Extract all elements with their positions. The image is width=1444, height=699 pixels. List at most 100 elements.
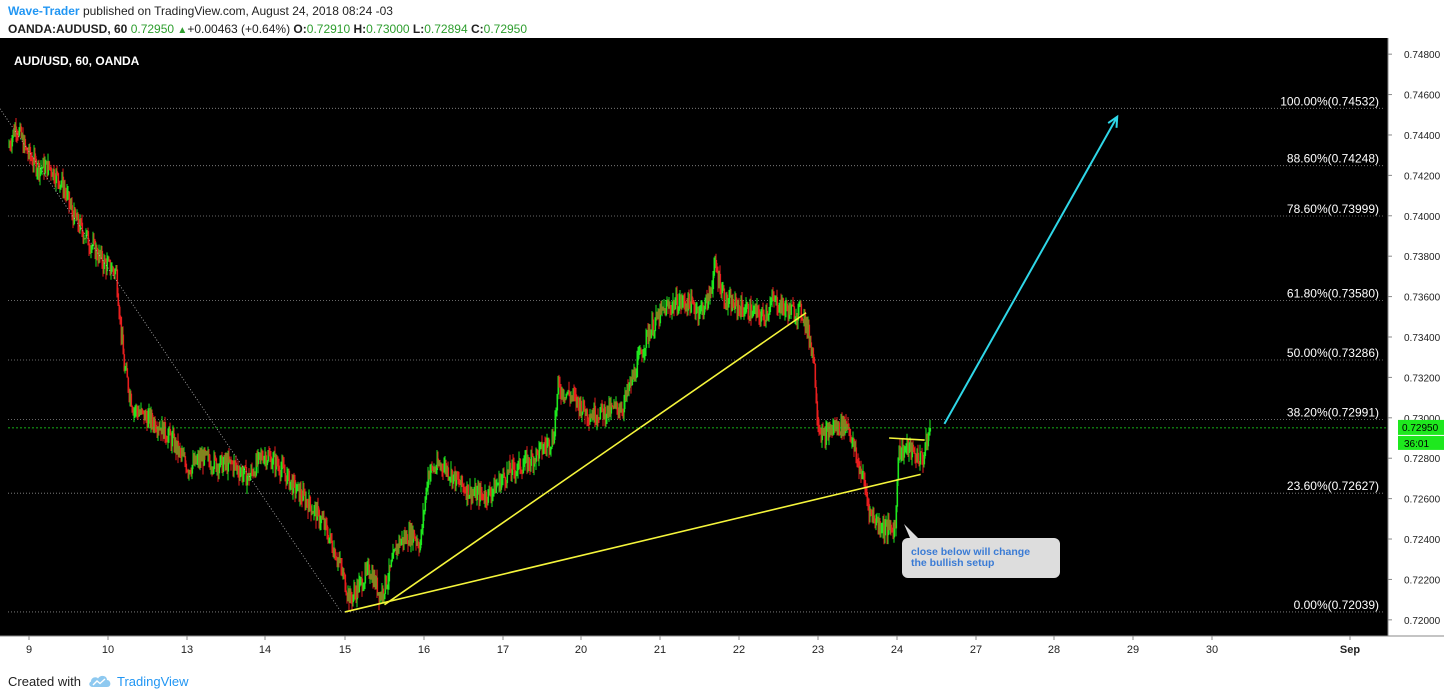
- candle-body: [448, 477, 451, 479]
- price-chart[interactable]: 100.00%(0.74532) 88.60%(0.74248) 78.60%(0.…: [0, 38, 1444, 664]
- author-link[interactable]: Wave-Trader: [8, 4, 80, 18]
- price-change: +0.00463 (+0.64%): [187, 22, 291, 36]
- candle-body: [181, 453, 184, 455]
- low-value: 0.72894: [424, 22, 468, 36]
- candle-body: [576, 397, 579, 405]
- candle-body: [407, 544, 410, 546]
- candle-body: [65, 192, 68, 197]
- candle-body: [272, 456, 275, 465]
- candle-body: [838, 422, 841, 433]
- tradingview-link[interactable]: TradingView: [117, 674, 189, 689]
- candle-body: [926, 436, 929, 447]
- candle-body: [337, 558, 340, 563]
- candle-body: [804, 314, 807, 329]
- candle-body: [929, 428, 932, 432]
- candle-body: [163, 422, 166, 439]
- candle-body: [136, 406, 139, 412]
- time-axis[interactable]: 9 10 13 14 15 16 17 20 21 22 23 24 27 28 29 30 Sep: [0, 635, 1444, 664]
- time-tick-label: 16: [418, 644, 430, 656]
- candle-body: [282, 462, 285, 467]
- candle-body: [617, 407, 620, 414]
- candle-body: [259, 453, 262, 456]
- last-price-tag-label: 0.72950: [1402, 423, 1439, 434]
- candle-body: [278, 465, 281, 473]
- candle-body: [113, 270, 116, 275]
- candle-body: [232, 463, 235, 471]
- candle-body: [591, 414, 594, 418]
- candle-body: [255, 457, 258, 476]
- time-tick-label: 14: [259, 644, 271, 656]
- candle-body: [597, 417, 600, 419]
- candle-body: [325, 520, 328, 526]
- candle-body: [99, 251, 102, 257]
- candle-body: [36, 171, 39, 174]
- candle-body: [516, 470, 519, 473]
- candle-body: [21, 135, 24, 138]
- fib-trend-dotted-line: [0, 108, 342, 612]
- candle-body: [235, 462, 238, 468]
- candle-body: [697, 307, 700, 318]
- candle-body: [863, 472, 866, 481]
- candle-body: [353, 588, 356, 596]
- candle-body: [130, 393, 133, 407]
- candle-body: [547, 439, 550, 443]
- candle-body: [513, 463, 516, 471]
- candle-body: [408, 529, 411, 545]
- price-tick-label: 0.73000: [1404, 414, 1441, 425]
- candle-body: [433, 468, 436, 472]
- time-tick-label: 28: [1048, 644, 1060, 656]
- candle-body: [667, 304, 670, 307]
- candle-body: [47, 161, 50, 175]
- candle-body: [871, 511, 874, 516]
- candle-body: [645, 330, 648, 349]
- candle-body: [747, 303, 750, 318]
- candle-body: [277, 464, 280, 466]
- candle-body: [489, 488, 492, 495]
- time-tick-label: 30: [1206, 644, 1218, 656]
- candle-body: [815, 386, 818, 402]
- candle-body: [725, 294, 728, 309]
- candle-body: [384, 575, 387, 595]
- candle-body: [822, 430, 825, 432]
- candle-body: [720, 291, 723, 294]
- candle-body: [669, 305, 672, 310]
- candle-body: [651, 319, 654, 331]
- fib-level-label: 50.00%(0.73286): [1287, 346, 1379, 360]
- candle-body: [618, 411, 621, 414]
- candle-body: [480, 487, 483, 494]
- candle-body: [678, 302, 681, 311]
- candle-body: [49, 167, 52, 169]
- candle-body: [242, 474, 245, 479]
- candle-body: [882, 522, 885, 531]
- candle-body: [219, 457, 222, 467]
- candle-body: [851, 440, 854, 444]
- candle-body: [432, 467, 435, 472]
- candle-body: [14, 126, 17, 136]
- candle-body: [917, 452, 920, 463]
- price-axis[interactable]: 0.72000 0.72200 0.72400 0.72600 0.72800 0.730…: [1387, 38, 1444, 664]
- candle-body: [369, 576, 372, 578]
- candle-body: [390, 561, 393, 568]
- candle-body: [287, 470, 290, 473]
- candle-body: [199, 455, 202, 464]
- candle-body: [760, 315, 763, 322]
- candle-body: [470, 487, 473, 502]
- candle-body: [897, 460, 900, 481]
- candle-body: [843, 416, 846, 434]
- candle-body: [732, 299, 735, 308]
- candle-body: [428, 471, 431, 479]
- candle-body: [228, 456, 231, 462]
- candle-body: [262, 458, 265, 462]
- candle-body: [562, 388, 565, 398]
- candle-body: [230, 459, 233, 463]
- candle-body: [396, 545, 399, 555]
- candle-body: [654, 320, 657, 332]
- candle-body: [665, 304, 668, 316]
- candle-body: [37, 162, 40, 172]
- candle-body: [561, 388, 564, 397]
- candle-body: [364, 568, 367, 584]
- publish-header: Wave-Trader published on TradingView.com…: [0, 0, 1444, 40]
- candle-body: [9, 144, 12, 147]
- candle-body: [772, 295, 775, 298]
